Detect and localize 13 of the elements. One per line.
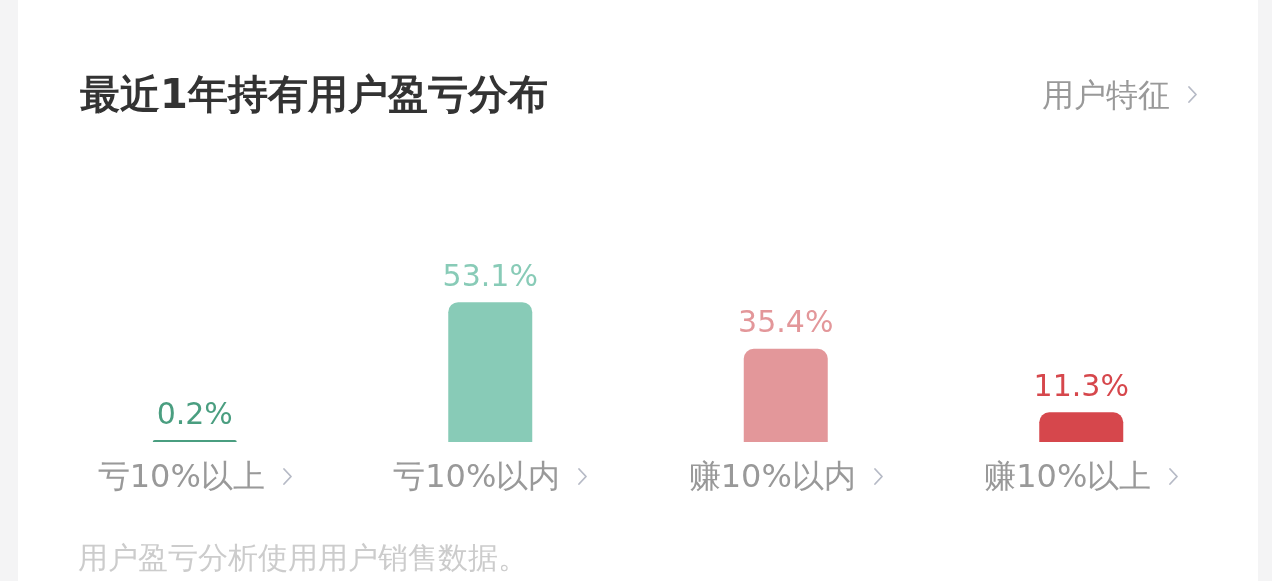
bar <box>1039 412 1124 442</box>
chart-title: 最近1年持有用户盈亏分布 <box>80 70 548 118</box>
data-label: 35.4% <box>738 304 834 340</box>
data-label: 11.3% <box>1033 367 1129 403</box>
x-tick-label: 亏10%以内 <box>393 457 561 495</box>
text: 用户特征 <box>1042 75 1170 115</box>
bar <box>448 302 533 442</box>
x-tick-label: 赚10%以内 <box>688 457 856 495</box>
bar <box>743 348 828 442</box>
x-tick-label: 赚10%以上 <box>984 457 1152 495</box>
data-label: 53.1% <box>442 257 538 293</box>
data-label: 0.2% <box>156 395 233 431</box>
x-tick-label: 亏10%以上 <box>97 457 265 495</box>
